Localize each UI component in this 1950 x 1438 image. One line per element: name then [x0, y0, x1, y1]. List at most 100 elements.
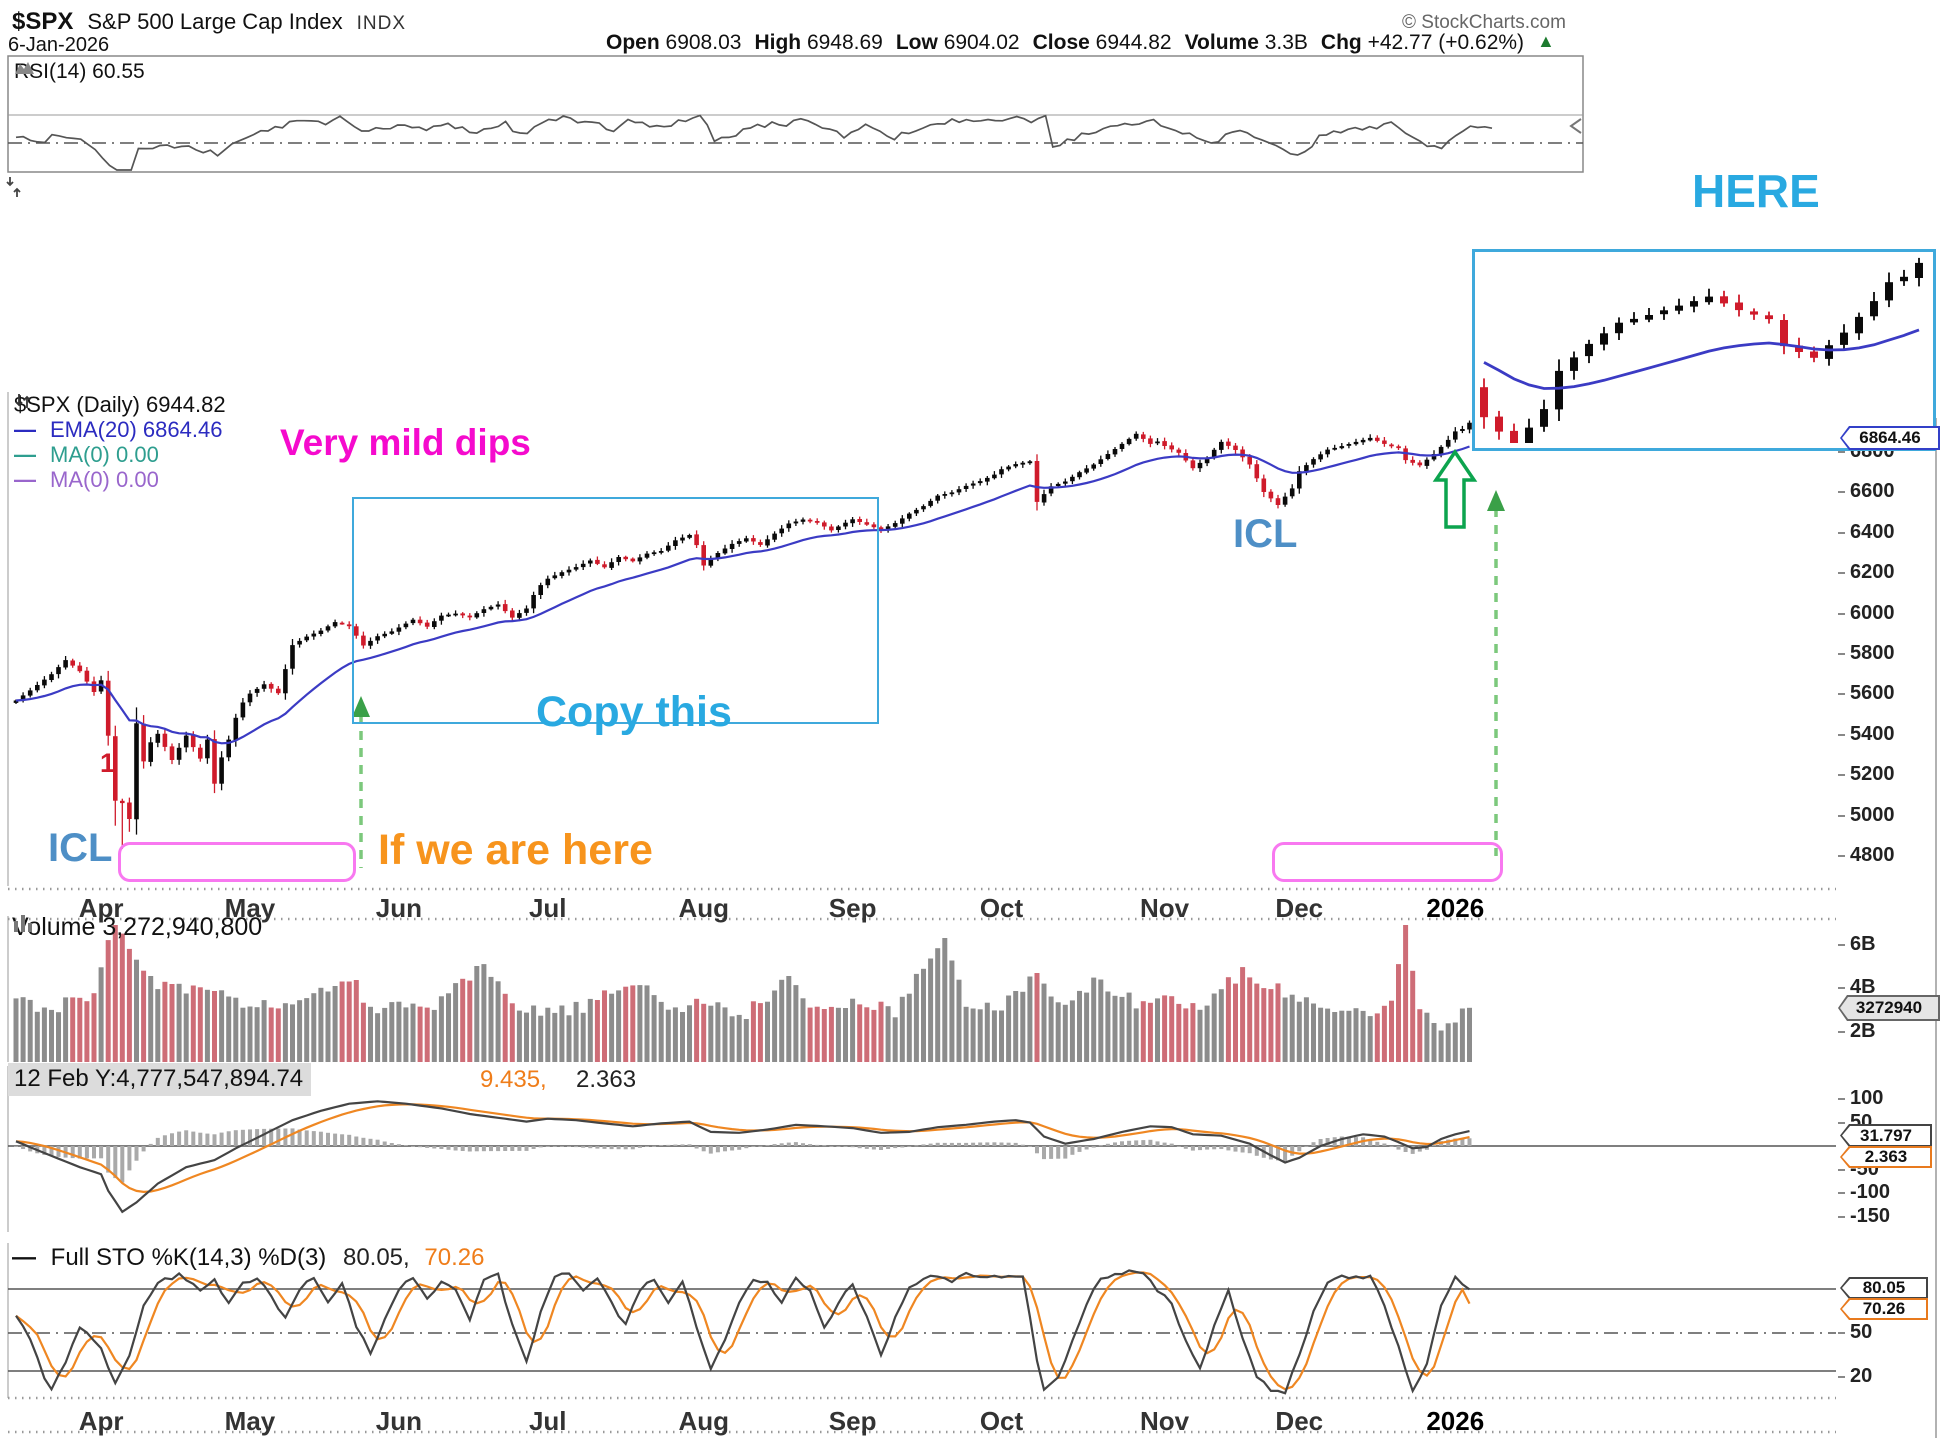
- icl-zone-box-left: [118, 842, 356, 882]
- sto-k-label: 80.05: [1840, 1277, 1928, 1299]
- axis-tick-mark: [1838, 1192, 1845, 1194]
- axis-tick-mark: [1838, 1030, 1845, 1033]
- axis-tick-mark: [1838, 653, 1845, 655]
- ma2-swatch: —: [14, 467, 36, 492]
- x-axis-months-main: Apr May Jun Jul Aug Sep Oct Nov Dec 2026: [0, 893, 1836, 923]
- low-value: 6904.02: [943, 31, 1020, 54]
- axis-tick-mark: [1838, 491, 1845, 494]
- ma1-swatch: —: [14, 442, 36, 467]
- axis-tick-mark: [1838, 1332, 1845, 1334]
- macd-plot: [14, 1100, 1472, 1214]
- month-label: Sep: [828, 1406, 877, 1436]
- sto-d-value: 70.26: [424, 1244, 485, 1271]
- rsi-line: [15, 114, 1493, 171]
- legend-symbol: $SPX (Daily) 6944.82: [14, 392, 226, 417]
- axis-tick-label: -100: [1850, 1181, 1891, 1203]
- axis-tick-mark: [1838, 1375, 1845, 1378]
- macd-signal-value: 9.435,: [480, 1066, 547, 1093]
- icl-zone-box-right: [1272, 842, 1503, 882]
- exchange: INDX: [356, 13, 407, 34]
- rsi-legend-text: RSI(14) 60.55: [14, 60, 145, 83]
- here-zoom-box: [1472, 249, 1936, 451]
- axis-tick-label: 5200: [1850, 763, 1895, 786]
- legend-ema: EMA(20) 6864.46: [50, 417, 223, 442]
- axis-tick-label: 2B: [1850, 1019, 1876, 1042]
- axis-tick-label: 6000: [1850, 601, 1895, 624]
- sto-k-swatch: —: [12, 1244, 36, 1271]
- volume-bars: [13, 925, 1472, 1062]
- month-label: May: [224, 1406, 276, 1436]
- annotation-copy-this: Copy this: [536, 688, 732, 736]
- macd-line-label: 31.797: [1840, 1124, 1932, 1147]
- sto-d-label: 70.26: [1840, 1298, 1928, 1320]
- axis-tick-mark: [1838, 814, 1845, 817]
- rsi-area-icon: [15, 62, 34, 74]
- axis-tick-label: 4800: [1850, 844, 1895, 866]
- axis-tick-label: 5000: [1850, 803, 1895, 826]
- annotation-very-mild-dips: Very mild dips: [280, 422, 531, 463]
- month-label: Apr: [78, 893, 124, 923]
- close-value: 6944.82: [1095, 31, 1172, 54]
- axis-tick-label: 6600: [1850, 480, 1895, 503]
- open-value: 6908.03: [665, 31, 742, 54]
- month-label: 2026: [1426, 1406, 1485, 1436]
- main-chart-legend: $SPX (Daily) 6944.82 — EMA(20) 6864.46 — M…: [14, 392, 226, 492]
- macd-signal-label: 2.363: [1840, 1146, 1932, 1168]
- hollow-up-arrow: [1432, 448, 1478, 529]
- legend-ma1: MA(0) 0.00: [50, 442, 159, 467]
- dashed-arrow-right-head: [1487, 490, 1505, 511]
- month-label: Oct: [979, 893, 1024, 923]
- axis-tick-label: 4B: [1850, 976, 1876, 998]
- axis-tick-mark: [1838, 1168, 1845, 1171]
- month-label: Jul: [528, 893, 567, 923]
- stochastic-plot: [15, 1269, 1471, 1395]
- axis-tick-mark: [1838, 733, 1845, 736]
- month-label: May: [224, 893, 276, 923]
- axis-tick-mark: [1838, 572, 1845, 575]
- axis-tick-label: 6200: [1850, 561, 1895, 584]
- collapse-icon[interactable]: [4, 176, 24, 198]
- axis-tick-label: 100: [1850, 1087, 1884, 1109]
- ema-current-label: 6864.46: [1840, 426, 1940, 450]
- axis-tick-mark: [1838, 1215, 1845, 1218]
- month-label: 2026: [1426, 893, 1485, 923]
- axis-tick-mark: [1838, 693, 1845, 696]
- axis-tick-label: 50: [1850, 1321, 1873, 1343]
- ohlc-row: Open 6908.03 High 6948.69 Low 6904.02 Cl…: [606, 31, 1555, 55]
- axis-tick-mark: [1838, 451, 1845, 453]
- axis-tick-mark: [1838, 774, 1845, 777]
- axis-tick-label: 5800: [1850, 642, 1895, 664]
- volume-legend-text: Volume 3,272,940,800: [12, 913, 263, 941]
- open-label: Open: [606, 31, 660, 54]
- x-axis-months-bottom: Apr May Jun Jul Aug Sep Oct Nov Dec 2026: [0, 1406, 1836, 1436]
- annotation-icl-right: ICL: [1233, 512, 1298, 556]
- chg-label: Chg: [1320, 31, 1362, 54]
- axis-tick-mark: [1838, 531, 1845, 534]
- axis-tick-mark: [1838, 943, 1845, 946]
- sto-k-value: 80.05,: [342, 1244, 410, 1271]
- symbol-name: S&P 500 Large Cap Index: [87, 9, 343, 34]
- axis-tick-mark: [1838, 612, 1845, 615]
- volume-label: Volume: [1184, 31, 1259, 54]
- month-label: Nov: [1140, 1406, 1190, 1436]
- month-label: Dec: [1275, 1406, 1324, 1436]
- price-style-icon: [15, 394, 31, 408]
- axis-tick-mark: [1838, 1121, 1845, 1124]
- candlestick-plot: [13, 420, 1472, 849]
- axis-tick-mark: [1838, 987, 1845, 989]
- stockcharts-credit: © StockCharts.com: [1402, 12, 1566, 33]
- month-label: Aug: [678, 1406, 729, 1436]
- month-label: Nov: [1140, 893, 1190, 923]
- axis-tick-label: 5400: [1850, 722, 1895, 745]
- rsi-legend: RSI(14) 60.55: [14, 60, 145, 84]
- month-label: Aug: [678, 893, 729, 923]
- macd-hist-value: 2.363: [576, 1066, 637, 1093]
- volume-legend: Volume 3,272,940,800: [12, 913, 262, 942]
- month-label: Jun: [375, 1406, 422, 1436]
- ema-swatch: —: [14, 417, 36, 442]
- sto-legend-text: Full STO %K(14,3) %D(3): [50, 1244, 327, 1271]
- month-label: Jun: [375, 893, 422, 923]
- change-up-icon: ▲: [1537, 31, 1555, 51]
- axis-tick-label: -150: [1850, 1204, 1891, 1227]
